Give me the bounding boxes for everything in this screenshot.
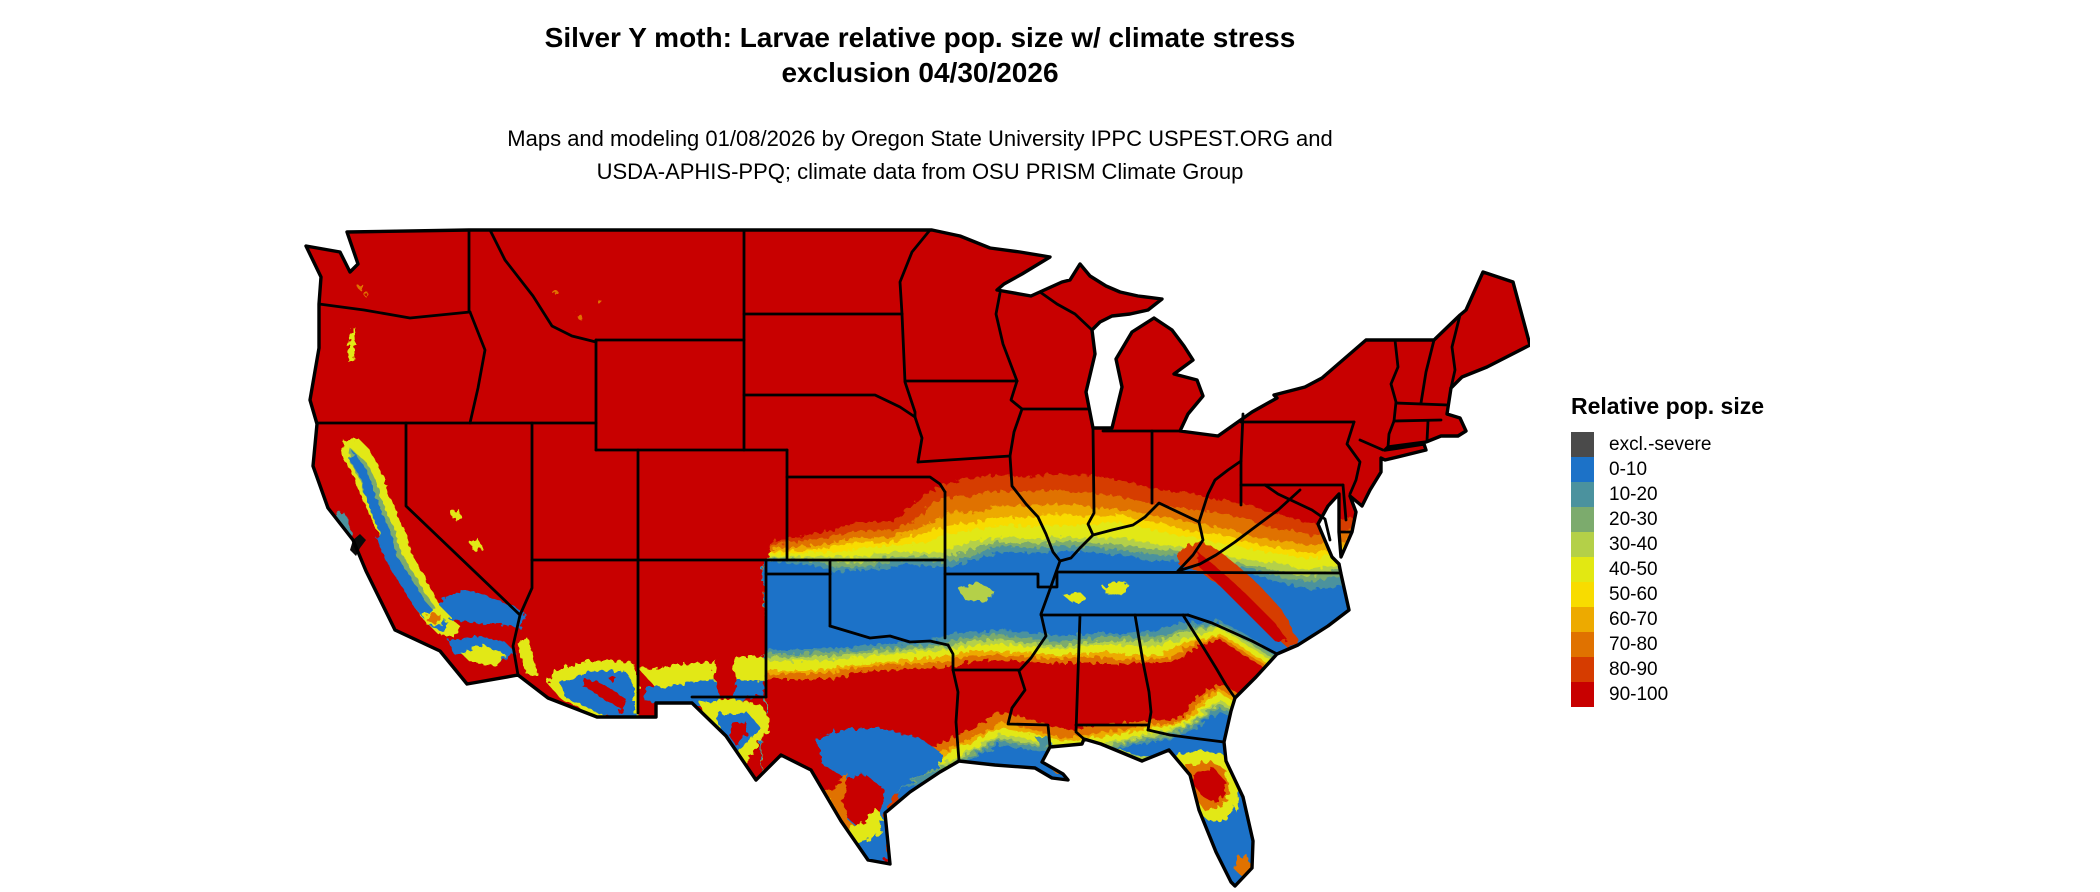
legend-swatch (1571, 507, 1594, 532)
legend-row: 20-30 (1571, 507, 1764, 532)
subtitle-line-2: USDA-APHIS-PPQ; climate data from OSU PR… (596, 159, 1244, 184)
legend-row: 90-100 (1571, 682, 1764, 707)
legend-swatch (1571, 482, 1594, 507)
legend-label: 10-20 (1609, 483, 1658, 505)
legend-title: Relative pop. size (1571, 393, 1765, 419)
us-risk-map (304, 228, 1530, 888)
legend-swatch (1571, 557, 1594, 582)
legend-label: 70-80 (1609, 633, 1658, 655)
legend-row: 80-90 (1571, 657, 1764, 682)
legend-label: excl.-severe (1609, 433, 1712, 455)
legend-label: 30-40 (1609, 533, 1658, 555)
legend-swatch (1571, 457, 1594, 482)
legend-label: 90-100 (1609, 683, 1669, 705)
legend-label: 20-30 (1609, 508, 1658, 530)
subtitle-line-1: Maps and modeling 01/08/2026 by Oregon S… (507, 126, 1333, 151)
legend-swatch (1571, 432, 1594, 457)
legend-swatch (1571, 532, 1594, 557)
state-borders (315, 228, 1462, 763)
legend-row: 70-80 (1571, 632, 1764, 657)
title-line-2: exclusion 04/30/2026 (781, 57, 1059, 88)
us-outline (304, 228, 1530, 888)
legend-label: 80-90 (1609, 658, 1658, 680)
legend-row: 10-20 (1571, 482, 1764, 507)
legend-label: 0-10 (1609, 458, 1648, 480)
legend-swatch (1571, 582, 1594, 607)
legend-swatch (1571, 657, 1594, 682)
legend-row: 0-10 (1571, 457, 1764, 482)
legend-row: 30-40 (1571, 532, 1764, 557)
legend-row: excl.-severe (1571, 432, 1764, 457)
legend-swatch (1571, 632, 1594, 657)
map-subtitle: Maps and modeling 01/08/2026 by Oregon S… (250, 122, 1590, 188)
legend-label: 40-50 (1609, 558, 1658, 580)
risk-raster-layers (306, 230, 1530, 886)
page-title: Silver Y moth: Larvae relative pop. size… (250, 20, 1590, 90)
legend-row: 50-60 (1571, 582, 1764, 607)
raster-clip-group (306, 230, 1530, 886)
legend-swatch (1571, 682, 1594, 707)
legend-swatch (1571, 607, 1594, 632)
legend-label: 50-60 (1609, 583, 1658, 605)
legend-items: excl.-severe 0-10 10-20 20-30 30-40 40-50 50-6… (1571, 432, 1764, 707)
legend-label: 60-70 (1609, 608, 1658, 630)
map-legend: Relative pop. size excl.-severe 0-10 10-20… (1571, 393, 1764, 707)
title-line-1: Silver Y moth: Larvae relative pop. size… (544, 22, 1296, 53)
legend-row: 40-50 (1571, 557, 1764, 582)
legend-row: 60-70 (1571, 607, 1764, 632)
